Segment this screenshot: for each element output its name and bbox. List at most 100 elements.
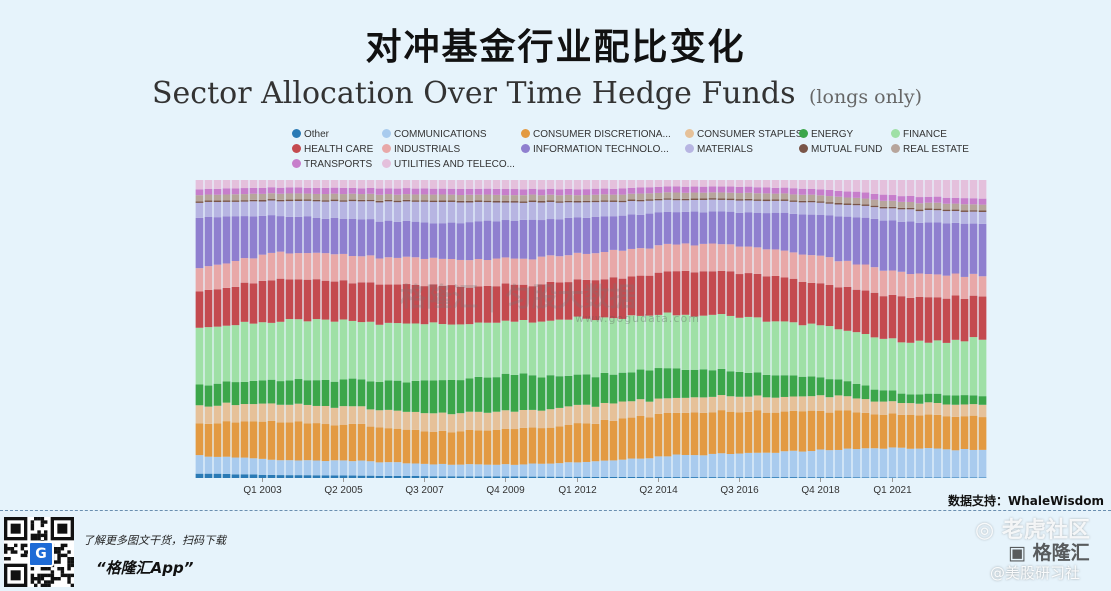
bar-segment[interactable]	[330, 381, 339, 408]
bar-segment[interactable]	[519, 427, 528, 465]
bar-segment[interactable]	[339, 319, 348, 380]
bar-segment[interactable]	[915, 477, 924, 478]
bar-segment[interactable]	[798, 188, 807, 195]
bar-segment[interactable]	[285, 216, 294, 254]
bar-segment[interactable]	[276, 201, 285, 217]
bar-segment[interactable]	[699, 455, 708, 478]
bar-segment[interactable]	[618, 180, 627, 189]
bar-segment[interactable]	[348, 423, 357, 462]
bar-segment[interactable]	[555, 201, 564, 203]
bar-segment[interactable]	[474, 188, 483, 195]
bar-segment[interactable]	[834, 477, 843, 478]
bar-segment[interactable]	[645, 315, 654, 371]
bar-segment[interactable]	[429, 476, 438, 478]
bar-segment[interactable]	[582, 476, 591, 478]
bar-segment[interactable]	[969, 477, 978, 478]
bar-segment[interactable]	[411, 257, 420, 285]
bar-segment[interactable]	[960, 204, 969, 211]
bar-segment[interactable]	[780, 396, 789, 412]
bar-segment[interactable]	[654, 198, 663, 201]
bar-segment[interactable]	[780, 250, 789, 278]
bar-segment[interactable]	[861, 333, 870, 386]
bar-segment[interactable]	[384, 201, 393, 221]
bar-segment[interactable]	[348, 475, 357, 478]
bar-segment[interactable]	[258, 254, 267, 281]
bar-segment[interactable]	[303, 423, 312, 461]
bar-segment[interactable]	[870, 292, 879, 338]
bar-segment[interactable]	[438, 188, 447, 195]
bar-segment[interactable]	[447, 222, 456, 259]
bar-segment[interactable]	[276, 404, 285, 423]
bar-segment[interactable]	[267, 322, 276, 380]
bar-segment[interactable]	[294, 199, 303, 201]
bar-segment[interactable]	[402, 199, 411, 202]
bar-segment[interactable]	[672, 271, 681, 316]
bar-segment[interactable]	[636, 315, 645, 370]
bar-segment[interactable]	[762, 397, 771, 413]
bar-segment[interactable]	[384, 475, 393, 478]
bar-segment[interactable]	[879, 448, 888, 478]
bar-segment[interactable]	[879, 296, 888, 339]
bar-segment[interactable]	[438, 194, 447, 201]
bar-segment[interactable]	[960, 477, 969, 478]
bar-segment[interactable]	[951, 180, 960, 198]
bar-segment[interactable]	[609, 216, 618, 250]
bar-segment[interactable]	[834, 204, 843, 217]
bar-segment[interactable]	[429, 380, 438, 414]
bar-segment[interactable]	[510, 189, 519, 196]
bar-segment[interactable]	[330, 201, 339, 218]
bar-segment[interactable]	[771, 275, 780, 322]
bar-segment[interactable]	[690, 369, 699, 398]
bar-segment[interactable]	[825, 450, 834, 478]
bar-segment[interactable]	[924, 222, 933, 275]
bar-segment[interactable]	[546, 463, 555, 477]
bar-segment[interactable]	[195, 180, 204, 190]
bar-segment[interactable]	[573, 252, 582, 280]
bar-segment[interactable]	[267, 252, 276, 281]
bar-segment[interactable]	[312, 279, 321, 320]
bar-segment[interactable]	[501, 202, 510, 221]
bar-segment[interactable]	[708, 180, 717, 187]
bar-segment[interactable]	[879, 414, 888, 449]
bar-segment[interactable]	[915, 273, 924, 297]
bar-segment[interactable]	[663, 211, 672, 244]
bar-segment[interactable]	[240, 457, 249, 475]
bar-segment[interactable]	[402, 475, 411, 478]
bar-segment[interactable]	[942, 203, 951, 210]
bar-segment[interactable]	[609, 318, 618, 375]
bar-segment[interactable]	[825, 412, 834, 451]
bar-segment[interactable]	[249, 216, 258, 259]
bar-segment[interactable]	[510, 220, 519, 259]
bar-segment[interactable]	[627, 248, 636, 277]
bar-segment[interactable]	[348, 180, 357, 188]
bar-segment[interactable]	[672, 186, 681, 193]
bar-segment[interactable]	[582, 461, 591, 477]
bar-segment[interactable]	[267, 215, 276, 253]
bar-segment[interactable]	[528, 286, 537, 323]
bar-segment[interactable]	[339, 194, 348, 201]
bar-segment[interactable]	[492, 429, 501, 465]
bar-segment[interactable]	[429, 284, 438, 323]
bar-segment[interactable]	[789, 322, 798, 376]
bar-segment[interactable]	[888, 220, 897, 271]
bar-segment[interactable]	[915, 340, 924, 395]
bar-segment[interactable]	[447, 414, 456, 433]
bar-segment[interactable]	[663, 412, 672, 457]
bar-segment[interactable]	[897, 296, 906, 343]
bar-segment[interactable]	[240, 404, 249, 422]
bar-segment[interactable]	[321, 319, 330, 381]
bar-segment[interactable]	[744, 246, 753, 274]
bar-segment[interactable]	[654, 245, 663, 273]
bar-segment[interactable]	[402, 323, 411, 383]
bar-segment[interactable]	[618, 215, 627, 251]
bar-segment[interactable]	[672, 397, 681, 413]
bar-segment[interactable]	[276, 199, 285, 202]
bar-segment[interactable]	[699, 243, 708, 272]
bar-segment[interactable]	[420, 463, 429, 477]
bar-segment[interactable]	[240, 421, 249, 458]
bar-segment[interactable]	[780, 199, 789, 201]
bar-segment[interactable]	[636, 369, 645, 400]
bar-segment[interactable]	[699, 186, 708, 193]
bar-segment[interactable]	[807, 477, 816, 478]
bar-segment[interactable]	[465, 476, 474, 478]
